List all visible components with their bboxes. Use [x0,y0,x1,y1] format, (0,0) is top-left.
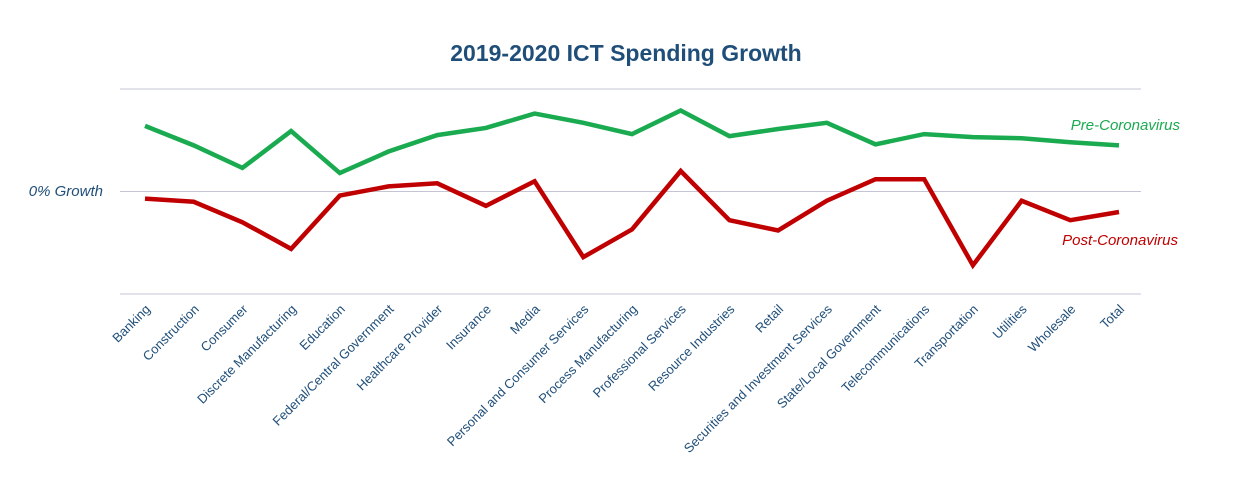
tick-label: Education [296,302,347,353]
tick-label: Healthcare Provider [353,301,445,393]
tick-label: Banking [109,302,153,346]
gridlines [120,88,1141,295]
series-labels: Pre-Coronavirus Post-Coronavirus [1062,117,1180,249]
tick-label: Resource Industries [645,301,738,394]
series-line-post-coronavirus [144,167,1120,270]
tick-label: Utilities [989,301,1030,342]
series-line-pre-coronavirus [144,108,1120,176]
series-label-post-coronavirus: Post-Coronavirus [1062,232,1178,249]
tick-label: Wholesale [1025,302,1079,356]
tick-label: Process Manufacturing [536,302,641,407]
tick-label: Total [1097,301,1127,331]
series-group [144,108,1120,270]
tick-label: Telecommunications [838,301,932,395]
tick-label: Insurance [443,302,494,353]
tick-label: Professional Services [590,301,689,400]
chart-title: 2019-2020 ICT Spending Growth [450,40,801,66]
tick-label: Retail [752,301,786,335]
series-label-pre-coronavirus: Pre-Coronavirus [1071,117,1181,134]
tick-label: Discrete Manufacturing [194,302,299,407]
tick-label: Media [507,301,543,337]
zero-growth-label: 0% Growth [29,183,103,200]
